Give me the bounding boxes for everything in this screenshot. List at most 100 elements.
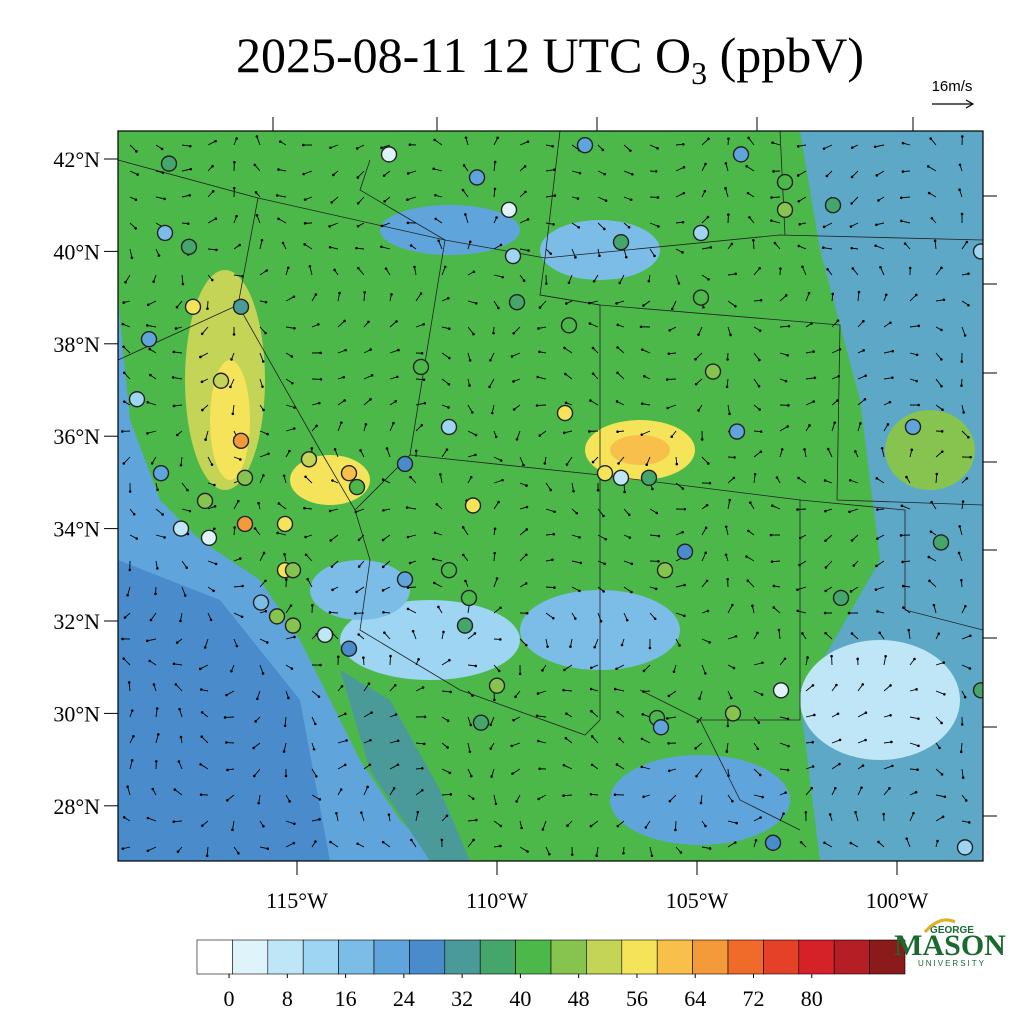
wind-vector-head xyxy=(780,448,784,451)
wind-vector-head xyxy=(589,687,593,691)
wind-vector-head xyxy=(622,851,625,855)
wind-vector-head xyxy=(628,536,632,539)
wind-vector-head xyxy=(936,839,939,843)
wind-vector-head xyxy=(445,448,449,451)
wind-vector-head xyxy=(590,666,593,670)
wind-vector-head xyxy=(771,141,774,145)
colorbar-box xyxy=(267,939,304,975)
wind-vector-head xyxy=(940,450,944,454)
wind-vector xyxy=(467,716,472,726)
wind-vector xyxy=(467,430,477,436)
wind-vector xyxy=(675,274,680,284)
wind-vector-head xyxy=(937,632,941,635)
station xyxy=(468,169,486,186)
wind-vector-head xyxy=(198,667,202,671)
wind-vector-head xyxy=(406,535,410,539)
wind-vector-head xyxy=(732,476,736,480)
colorbar-tick-label: 16 xyxy=(335,986,357,1011)
wind-vector-head xyxy=(665,378,669,381)
wind-vector-head xyxy=(824,539,827,543)
wind-vector xyxy=(823,222,833,228)
wind-vector xyxy=(467,326,474,335)
wind-vector-head xyxy=(811,684,815,687)
wind-vector-head xyxy=(709,246,713,249)
wind-vector xyxy=(701,664,706,674)
wind-vector-head xyxy=(210,463,214,466)
wind-vector xyxy=(850,479,859,484)
wind-vector-head xyxy=(512,380,515,383)
wind-vector-head xyxy=(317,401,321,405)
wind-vector xyxy=(571,482,575,492)
wind-vector-head xyxy=(824,589,828,593)
wind-vector xyxy=(772,560,781,563)
wind-vector xyxy=(123,658,131,666)
wind-vector xyxy=(675,482,684,489)
wind-vector-head xyxy=(564,401,568,405)
wind-vector-head xyxy=(695,774,698,778)
wind-vector-head xyxy=(862,349,865,352)
wind-vector xyxy=(205,430,209,440)
wind-vector xyxy=(493,553,496,562)
wind-vector xyxy=(331,560,339,567)
wind-vector-head xyxy=(849,590,853,593)
wind-vector xyxy=(618,456,625,464)
wind-vector-head xyxy=(394,400,397,403)
wind-vector-head xyxy=(239,557,242,560)
wind-vector xyxy=(278,503,287,510)
wind-vector xyxy=(410,476,417,484)
wind-vector xyxy=(883,788,890,796)
wind-vector-head xyxy=(779,267,782,270)
wind-vector-head xyxy=(543,462,547,465)
wind-vector xyxy=(901,505,911,510)
wind-vector-head xyxy=(357,538,361,542)
wind-vector xyxy=(493,244,502,250)
lat-tick-label: 30°N xyxy=(53,701,100,726)
wind-vector-head xyxy=(122,657,126,660)
wind-vector xyxy=(825,560,833,568)
wind-vector-head xyxy=(811,740,814,744)
wind-vector-head xyxy=(589,792,593,796)
wind-vector xyxy=(181,586,186,596)
wind-vector-head xyxy=(797,244,801,248)
wind-vector-head xyxy=(340,421,343,424)
wind-vector xyxy=(753,794,763,798)
wind-vector-head xyxy=(854,450,857,453)
wind-vector-head xyxy=(627,225,631,229)
wind-vector-head xyxy=(369,398,372,401)
wind-vector-head xyxy=(512,331,516,335)
title-sub: 3 xyxy=(691,55,707,91)
wind-vector xyxy=(490,716,495,725)
wind-vector-head xyxy=(366,785,369,789)
wind-vector-head xyxy=(264,331,267,335)
wind-vector xyxy=(675,612,685,617)
wind-vector xyxy=(901,220,911,224)
wind-vector-head xyxy=(668,329,672,332)
wind-vector-head xyxy=(422,742,426,746)
wind-vector-head xyxy=(225,741,228,744)
wind-vector-head xyxy=(122,816,126,819)
wind-vector-head xyxy=(958,163,962,167)
wind-vector-head xyxy=(852,564,856,567)
wind-vector-head xyxy=(370,711,373,714)
wind-vector-head xyxy=(938,746,941,750)
wind-vector-head xyxy=(146,324,149,327)
wind-vector-head xyxy=(434,193,437,197)
wind-vector-head xyxy=(124,280,127,284)
wind-vector-head xyxy=(160,147,164,151)
wind-vector-head xyxy=(596,488,600,492)
wind-vector-head xyxy=(598,254,601,258)
wind-vector-head xyxy=(421,686,425,689)
wind-vector xyxy=(129,144,137,152)
wind-vector xyxy=(831,320,839,328)
wind-vector-head xyxy=(833,786,837,790)
wind-vector-head xyxy=(891,764,894,768)
station xyxy=(556,404,574,422)
wind-vector-head xyxy=(889,321,892,325)
wind-vector-head xyxy=(417,657,420,661)
wind-vector-head xyxy=(758,358,761,362)
wind-vector xyxy=(701,552,707,562)
colorbar-box xyxy=(727,939,764,975)
wind-vector-head xyxy=(381,478,385,481)
wind-vector xyxy=(330,246,339,250)
